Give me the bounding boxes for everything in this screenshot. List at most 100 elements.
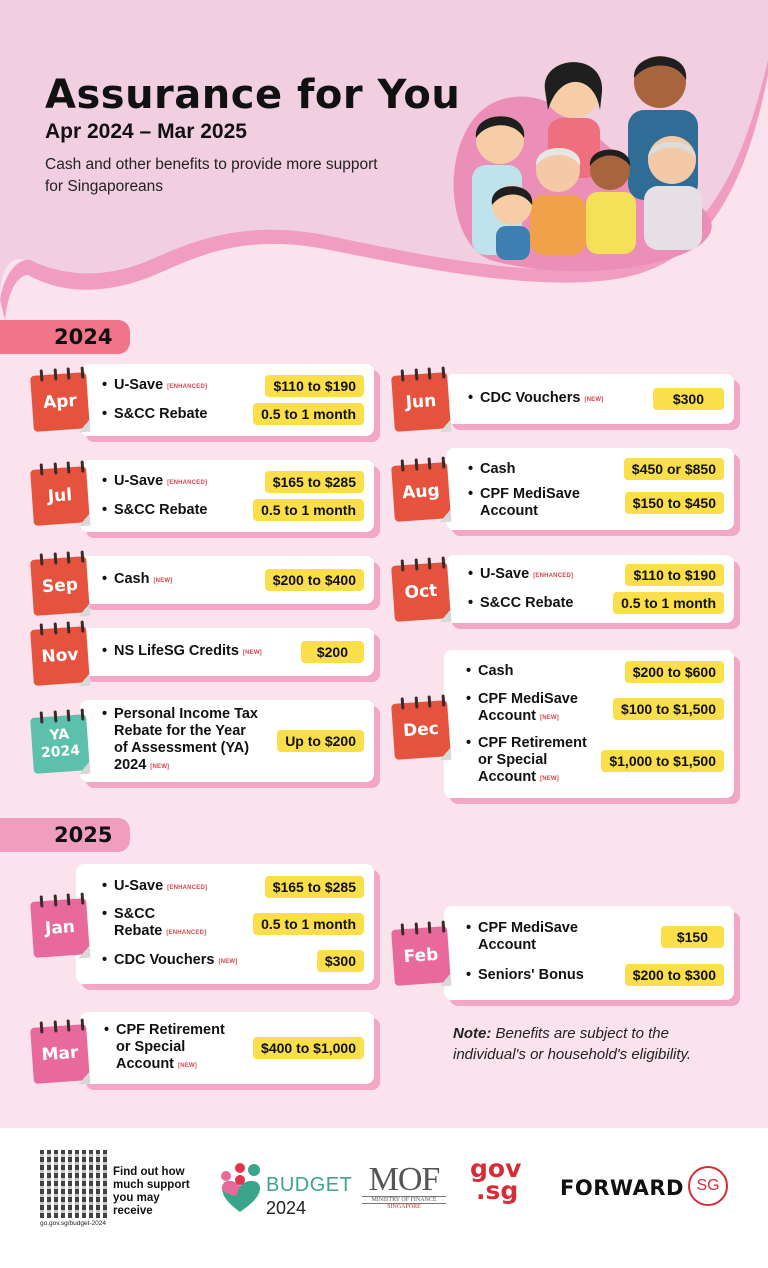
benefit-row: NS LifeSG Credits[NEW] $200: [102, 641, 364, 663]
benefit-amount: 0.5 to 1 month: [253, 499, 364, 521]
benefit-row: CPF MediSave Account $150 to $450: [468, 486, 724, 520]
calendar-icon: Oct: [391, 556, 452, 623]
benefit-label: CPF Retirement or Special Account: [478, 734, 587, 785]
benefit-label: Cash: [478, 663, 514, 679]
benefit-row: CPF Retirement or Special Account[NEW] $…: [104, 1022, 364, 1075]
benefit-row: Cash $200 to $600: [466, 660, 724, 683]
benefit-label: CPF MediSave Account: [478, 920, 578, 953]
year-badge-2024: 2024: [0, 320, 130, 354]
note-prefix: Note:: [453, 1025, 492, 1042]
calendar-month: Sep: [41, 574, 79, 597]
calendar-icon: Sep: [30, 550, 91, 617]
benefit-tag: [NEW]: [584, 396, 604, 403]
benefit-tag: [ENHANCED]: [166, 930, 207, 936]
benefit-row: Personal Income Tax Rebate for the Year …: [102, 706, 364, 776]
benefit-label: CDC Vouchers: [114, 951, 215, 968]
benefit-label: S&CC Rebate: [114, 405, 208, 422]
benefit-row: S&CC Rebate[ENHANCED] 0.5 to 1 month: [102, 906, 364, 942]
calendar-icon: Jun: [391, 366, 452, 433]
benefit-row: U-Save[ENHANCED] $165 to $285: [102, 471, 364, 493]
benefit-row: Seniors' Bonus $200 to $300: [466, 964, 724, 986]
calendar-month: Nov: [40, 644, 80, 667]
benefit-tag: [NEW]: [153, 577, 173, 584]
period-subtitle: Apr 2024 – Mar 2025: [45, 120, 247, 143]
benefit-label: U-Save: [480, 565, 530, 582]
calendar-month: Oct: [403, 580, 438, 603]
benefit-row: Cash[NEW] $200 to $400: [102, 569, 364, 591]
calendar-icon: Apr: [30, 366, 91, 433]
benefit-amount: $110 to $190: [625, 564, 724, 586]
benefit-card-ya2024: Personal Income Tax Rebate for the Year …: [80, 700, 380, 788]
hero-banner: Assurance for You Apr 2024 – Mar 2025 Ca…: [0, 0, 768, 330]
benefit-amount: $400 to $1,000: [253, 1037, 364, 1059]
benefit-amount: $165 to $285: [264, 876, 364, 898]
benefit-card-nov: NS LifeSG Credits[NEW] $200: [80, 628, 380, 682]
calendar-month: Jul: [47, 484, 73, 507]
benefit-card-oct: U-Save[ENHANCED] $110 to $190 S&CC Rebat…: [446, 555, 740, 629]
calendar-month: Jun: [405, 390, 437, 413]
benefit-tag: [ENHANCED]: [533, 572, 574, 579]
benefit-card-jun: CDC Vouchers[NEW] $300: [446, 374, 740, 430]
benefit-row: CPF MediSave Account[NEW] $100 to $1,500: [466, 691, 724, 727]
benefit-row: CDC Vouchers[NEW] $300: [102, 950, 364, 972]
benefit-row: U-Save[ENHANCED] $110 to $190: [468, 564, 724, 586]
benefit-amount: $200: [300, 641, 364, 663]
benefit-tag: [ENHANCED]: [167, 383, 208, 390]
benefit-row: S&CC Rebate 0.5 to 1 month: [468, 592, 724, 614]
benefit-label: U-Save: [114, 472, 164, 489]
calendar-month: Mar: [40, 1042, 80, 1065]
qr-code-icon[interactable]: [40, 1150, 108, 1218]
note-text: Benefits are subject to the individual's…: [453, 1025, 692, 1063]
benefit-card-sep: Cash[NEW] $200 to $400: [80, 556, 380, 610]
calendar-icon: Nov: [30, 620, 91, 687]
calendar-icon: Dec: [391, 694, 452, 761]
benefit-card-jul: U-Save[ENHANCED] $165 to $285 S&CC Rebat…: [80, 460, 380, 538]
benefit-label: S&CC Rebate: [114, 501, 208, 518]
benefit-tag: [NEW]: [540, 775, 559, 782]
heart-people-icon: [221, 1163, 260, 1212]
benefit-tag: [ENHANCED]: [167, 884, 208, 891]
benefit-row: S&CC Rebate 0.5 to 1 month: [102, 499, 364, 521]
benefit-tag: [NEW]: [540, 714, 559, 721]
calendar-month: Aug: [401, 480, 441, 503]
benefit-label: Cash: [480, 460, 516, 477]
benefit-tag: [NEW]: [218, 958, 238, 965]
govsg-logo: gov .sg: [470, 1154, 522, 1205]
benefit-row: S&CC Rebate 0.5 to 1 month: [102, 403, 364, 425]
benefit-row: CPF MediSave Account $150: [466, 920, 724, 954]
benefit-amount: $100 to $1,500: [613, 697, 724, 720]
calendar-month: YA 2024: [40, 726, 81, 762]
benefit-amount: $200 to $400: [264, 569, 364, 591]
qr-caption: Find out how much support you may receiv…: [113, 1166, 190, 1217]
footer: go.gov.sg/budget-2024 Find out how much …: [0, 1128, 768, 1268]
calendar-month: Feb: [402, 944, 439, 967]
benefit-tag: [NEW]: [150, 764, 170, 770]
benefit-amount: $200 to $300: [624, 964, 724, 986]
benefit-amount: $300: [316, 950, 364, 972]
benefit-amount: 0.5 to 1 month: [253, 403, 364, 425]
benefit-amount: Up to $200: [277, 730, 364, 752]
budget-year: 2024: [266, 1198, 307, 1218]
calendar-icon: Feb: [391, 920, 452, 987]
calendar-month: Apr: [42, 390, 78, 413]
benefit-label: S&CC Rebate: [480, 594, 574, 611]
benefit-card-mar: CPF Retirement or Special Account[NEW] $…: [80, 1012, 380, 1090]
benefit-card-jan: U-Save[ENHANCED] $165 to $285 S&CC Rebat…: [76, 864, 380, 990]
hero-background-wave: [0, 0, 768, 330]
benefit-card-apr: U-Save[ENHANCED] $110 to $190 S&CC Rebat…: [80, 364, 380, 442]
benefit-amount: $110 to $190: [265, 375, 364, 397]
benefit-card-aug: Cash $450 or $850 CPF MediSave Account $…: [446, 448, 740, 536]
benefit-amount: $150: [660, 926, 724, 948]
calendar-icon: Aug: [391, 456, 452, 523]
budget-word: BUDGET: [266, 1174, 353, 1196]
page-title: Assurance for You: [45, 72, 461, 118]
benefit-row: CPF Retirement or Special Account[NEW] $…: [466, 735, 724, 788]
calendar-month: Jan: [44, 916, 76, 939]
benefit-amount: $150 to $450: [624, 492, 724, 514]
benefit-row: CDC Vouchers[NEW] $300: [468, 388, 724, 410]
budget-2024-logo: BUDGET 2024: [218, 1162, 352, 1218]
benefit-tag: [NEW]: [242, 649, 262, 656]
sg-circle-icon: SG: [688, 1166, 728, 1206]
qr-url-link[interactable]: go.gov.sg/budget-2024: [40, 1220, 107, 1227]
calendar-icon: Jan: [30, 892, 91, 959]
